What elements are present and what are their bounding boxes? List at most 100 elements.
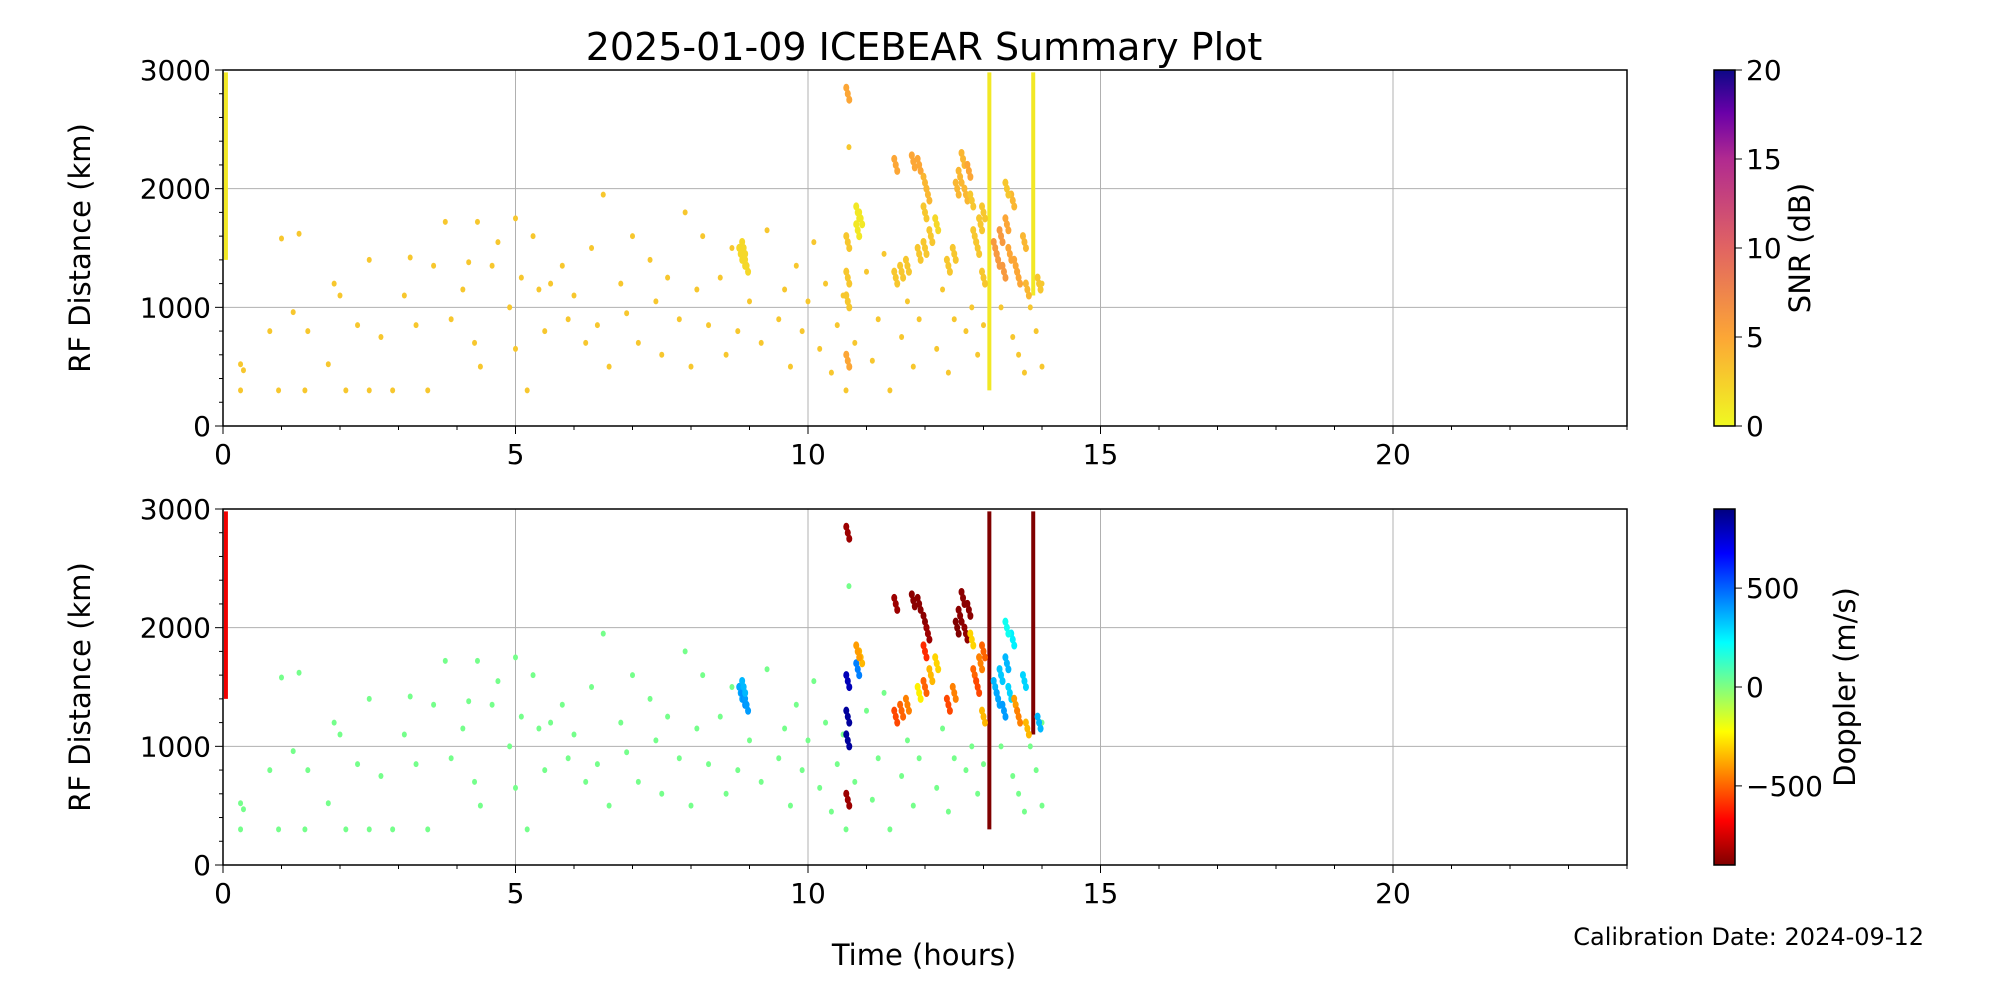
colorbar-tick-label: 500	[1746, 572, 1799, 605]
data-point	[846, 144, 852, 151]
data-point	[955, 190, 962, 199]
data-point	[630, 672, 635, 679]
y-tick-label: 1000	[140, 730, 211, 763]
data-point	[1010, 773, 1016, 779]
data-point	[659, 790, 665, 797]
data-point	[513, 215, 518, 222]
x-tick-label: 15	[1083, 438, 1119, 471]
data-point	[782, 725, 788, 732]
data-point	[923, 653, 930, 662]
data-point	[682, 648, 688, 655]
data-point	[846, 95, 853, 104]
data-point	[846, 534, 853, 543]
data-point	[676, 755, 682, 762]
x-tick-label: 20	[1375, 877, 1411, 910]
data-point	[742, 250, 749, 258]
data-point	[793, 701, 799, 708]
data-point	[366, 256, 372, 263]
data-point	[682, 209, 688, 216]
data-point	[929, 677, 936, 686]
data-point	[852, 778, 858, 785]
data-point	[828, 808, 834, 815]
data-point	[337, 292, 343, 299]
y-tick-label: 2000	[140, 612, 211, 645]
x-tick-label: 5	[507, 438, 525, 471]
data-point	[1017, 279, 1024, 288]
data-point	[926, 635, 933, 644]
data-point	[665, 274, 671, 281]
data-point	[846, 742, 853, 751]
data-point	[967, 172, 974, 181]
x-tick-label: 0	[214, 877, 232, 910]
data-point	[325, 800, 331, 807]
data-point	[355, 322, 361, 329]
colorbar-tick-label: 15	[1746, 143, 1782, 176]
data-point	[787, 363, 793, 370]
data-point	[817, 345, 823, 352]
data-point	[413, 322, 419, 329]
data-point	[559, 262, 565, 269]
data-point	[982, 718, 988, 727]
data-point	[916, 316, 922, 323]
data-point	[536, 725, 542, 732]
data-point	[240, 806, 246, 813]
data-point	[635, 778, 641, 785]
data-point	[979, 226, 986, 235]
data-point	[945, 808, 951, 815]
data-point	[723, 351, 729, 358]
data-point	[799, 767, 805, 774]
data-point	[905, 267, 912, 276]
y-tick-label: 0	[193, 410, 211, 443]
data-point	[401, 292, 407, 299]
data-point	[1005, 190, 1012, 199]
data-point	[975, 351, 981, 358]
data-point	[366, 387, 372, 394]
data-point	[963, 328, 969, 335]
data-point	[875, 755, 881, 762]
data-point	[238, 826, 244, 833]
data-point	[846, 718, 853, 727]
data-point	[735, 328, 741, 335]
data-point	[325, 361, 331, 368]
data-point	[846, 683, 853, 692]
data-point	[904, 737, 910, 744]
data-point	[945, 369, 951, 376]
colorbar-tick-label: 20	[1746, 54, 1782, 87]
data-point	[518, 713, 524, 720]
y-tick-label: 3000	[140, 54, 211, 87]
data-point	[355, 761, 361, 768]
data-point	[982, 279, 988, 288]
data-point	[694, 725, 700, 732]
data-point	[407, 693, 413, 700]
data-point	[507, 304, 513, 311]
data-point	[817, 784, 823, 791]
data-point	[276, 826, 282, 833]
data-point	[594, 761, 600, 768]
data-point	[982, 653, 988, 662]
data-point	[489, 262, 495, 269]
data-point	[1022, 683, 1029, 692]
calibration-date: Calibration Date: 2024-09-12	[1573, 923, 1924, 951]
data-point	[1005, 226, 1012, 235]
data-point	[548, 719, 554, 726]
data-point	[900, 712, 907, 721]
data-point	[296, 230, 302, 237]
data-point	[846, 362, 853, 371]
data-point	[805, 298, 811, 305]
data-point	[290, 309, 296, 316]
colorbar-tick-label: 10	[1746, 232, 1782, 265]
data-point	[466, 259, 472, 266]
data-point	[975, 790, 981, 797]
data-point	[735, 767, 741, 774]
data-point	[917, 605, 924, 614]
data-point	[875, 316, 881, 323]
data-point	[859, 220, 866, 229]
data-point	[917, 694, 924, 703]
data-point	[1025, 291, 1032, 300]
data-point	[764, 227, 770, 234]
data-point	[723, 790, 729, 797]
data-point	[571, 292, 577, 299]
data-point	[805, 737, 811, 744]
data-point	[518, 274, 524, 281]
data-point	[495, 678, 501, 685]
